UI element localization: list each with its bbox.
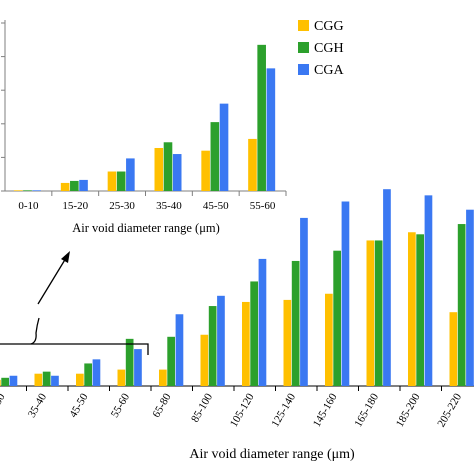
inset-plot: 0-10 15-20 25-30 35-40 45-50 55-60 xyxy=(1,20,287,212)
main-bar-cgh-145-160 xyxy=(333,250,341,386)
main-bar-cgh-125-140 xyxy=(291,260,300,386)
inset-bar-cga-45-50 xyxy=(219,103,229,191)
main-bar-cgh-105-120 xyxy=(250,281,258,386)
main-bar-cgh-35-40 xyxy=(42,371,51,386)
main-bar-cgh-85-100 xyxy=(208,306,217,386)
inset-bar-cga-25-30 xyxy=(126,158,135,191)
inset-bar-cgg-55-60 xyxy=(248,138,257,191)
main-bar-cgg-35-40 xyxy=(34,373,43,386)
main-bar-cga-65-80 xyxy=(175,314,184,386)
inset-bar-cgh-15-20 xyxy=(70,180,79,191)
inset-bar-cgh-0-10 xyxy=(23,190,32,191)
inset-x-tick-label: 0-10 xyxy=(18,200,39,212)
inset-bar-cgh-35-40 xyxy=(163,142,173,191)
main-bar-cgg-85-100 xyxy=(200,334,209,386)
main-x-tick-label: 65-80 xyxy=(150,391,173,420)
main-bar-cgg-145-160 xyxy=(325,293,333,386)
main-bar-cgh-55-60 xyxy=(125,338,134,386)
inset-x-tick-label: 55-60 xyxy=(250,200,276,212)
main-bar-cgh-45-50 xyxy=(84,363,92,386)
inset-x-tick-label: 45-50 xyxy=(203,200,229,212)
main-bar-cgg-45-50 xyxy=(76,373,84,386)
main-bar-cgg-105-120 xyxy=(242,301,250,386)
main-x-tick-label: 125-140 xyxy=(269,391,298,429)
inset-x-tick-label: 35-40 xyxy=(156,200,182,212)
main-bar-cgh-25-30 xyxy=(1,377,9,386)
annotations xyxy=(0,251,149,355)
main-bar-cga-125-140 xyxy=(300,217,308,386)
main-x-tick-label: 145-160 xyxy=(311,391,340,429)
main-bar-cga-105-120 xyxy=(258,258,267,386)
brace-point xyxy=(30,317,40,345)
legend-swatch-cgh xyxy=(298,42,309,53)
inset-bar-cga-15-20 xyxy=(79,179,88,191)
main-bar-cgg-55-60 xyxy=(117,369,126,386)
inset-bar-cgh-25-30 xyxy=(116,171,126,191)
inset-bar-cga-0-10 xyxy=(32,190,41,191)
main-bar-cgg-25-30 xyxy=(0,379,1,386)
main-x-tick-label: 85-100 xyxy=(189,391,215,424)
main-bar-cga-25-30 xyxy=(9,375,18,386)
legend-label-cgh: CGH xyxy=(314,41,344,56)
main-bar-cga-85-100 xyxy=(217,295,225,386)
main-plot: 25-30 35-40 45-50 55-60 65-80 85-100 105-120 12… xyxy=(0,189,474,429)
main-bar-cga-165-180 xyxy=(383,189,391,386)
main-bar-cga-145-160 xyxy=(341,201,350,386)
main-bar-cgg-165-180 xyxy=(366,240,375,386)
main-bar-cgh-205-220 xyxy=(457,224,466,386)
main-x-tick-label: 185-200 xyxy=(394,391,423,429)
main-x-tick-label: 105-120 xyxy=(228,391,257,429)
main-x-tick-label: 205-220 xyxy=(435,391,464,429)
inset-x-tick-label: 15-20 xyxy=(62,200,88,212)
main-bar-cgh-165-180 xyxy=(374,240,383,386)
main-bar-cga-185-200 xyxy=(424,195,433,386)
main-bar-cga-205-220 xyxy=(466,209,474,386)
inset-bar-cgh-45-50 xyxy=(210,122,220,191)
inset-x-tick-label: 25-30 xyxy=(109,200,135,212)
main-bar-cga-45-50 xyxy=(92,359,101,386)
inset-bar-cga-35-40 xyxy=(172,154,182,191)
main-bar-cga-55-60 xyxy=(134,349,142,386)
inset-bar-cgg-25-30 xyxy=(107,171,117,191)
legend-label-cga: CGA xyxy=(314,63,344,78)
main-x-tick-label: 45-50 xyxy=(67,391,90,420)
main-bar-cga-35-40 xyxy=(51,375,59,386)
legend: CGG CGH CGA xyxy=(298,19,344,78)
legend-swatch-cgg xyxy=(298,20,309,31)
main-x-tick-label: 25-30 xyxy=(0,391,8,420)
main-bar-cgg-125-140 xyxy=(283,299,292,386)
main-x-tick-label: 35-40 xyxy=(26,391,49,420)
main-x-tick-label: 165-180 xyxy=(352,391,381,429)
main-bar-cgh-185-200 xyxy=(416,234,424,386)
inset-bar-cgh-55-60 xyxy=(257,44,266,192)
inset-bar-cgg-15-20 xyxy=(60,182,70,191)
brace-line xyxy=(0,343,149,355)
inset-bar-cgg-45-50 xyxy=(201,150,210,191)
main-bar-cgg-65-80 xyxy=(159,369,167,386)
main-x-axis-title: Air void diameter range (μm) xyxy=(189,447,355,462)
main-bar-cgh-65-80 xyxy=(167,336,175,386)
main-bar-cgg-205-220 xyxy=(449,312,458,386)
inset-bar-cgg-0-10 xyxy=(14,190,23,191)
inset-x-axis-title: Air void diameter range (μm) xyxy=(72,221,220,235)
main-x-tick-label: 55-60 xyxy=(109,391,132,420)
legend-swatch-cga xyxy=(298,64,309,75)
arrow-head xyxy=(61,251,70,263)
legend-label-cgg: CGG xyxy=(314,19,344,34)
inset-bar-cgg-35-40 xyxy=(154,147,164,191)
arrow-line xyxy=(37,257,67,305)
inset-bar-cga-55-60 xyxy=(266,68,276,191)
main-bar-cgg-185-200 xyxy=(408,232,416,386)
